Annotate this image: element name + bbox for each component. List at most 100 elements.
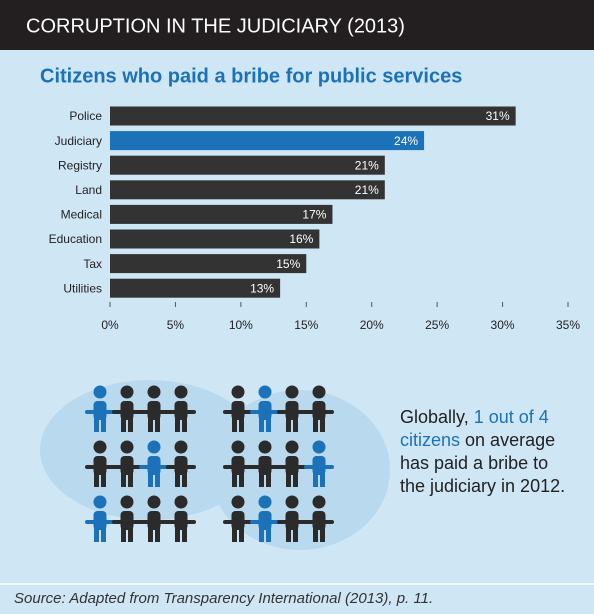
value-label: 13% <box>250 281 274 295</box>
person-body <box>285 511 299 530</box>
header-bar <box>0 0 594 50</box>
person-body <box>174 511 188 530</box>
person-head <box>93 440 107 454</box>
person-leg <box>128 471 133 487</box>
person-leg <box>175 471 180 487</box>
person-body <box>147 511 161 530</box>
value-label: 31% <box>486 109 510 123</box>
person-leg <box>320 416 325 432</box>
person-leg <box>128 416 133 432</box>
person-body <box>147 456 161 475</box>
person-head <box>258 385 272 399</box>
chart-title: CORRUPTION IN THE JUDICIARY (2013) <box>26 15 405 37</box>
bar <box>110 254 307 274</box>
person-leg <box>239 526 244 542</box>
value-label: 15% <box>276 257 300 271</box>
person-head <box>93 495 107 509</box>
person-body <box>120 401 134 420</box>
person-leg <box>266 471 271 487</box>
person-leg <box>155 416 160 432</box>
person-head <box>93 385 107 399</box>
bar <box>110 106 516 126</box>
person-leg <box>293 471 298 487</box>
person-body <box>258 456 272 475</box>
person-body <box>120 511 134 530</box>
x-tick-label: 15% <box>294 318 318 332</box>
y-tick-label: Utilities <box>63 281 102 295</box>
person-head <box>285 385 299 399</box>
person-leg <box>148 416 153 432</box>
person-head <box>174 440 188 454</box>
person-body <box>231 456 245 475</box>
value-label: 21% <box>355 158 379 172</box>
y-tick-label: Judiciary <box>55 134 102 148</box>
person-leg <box>101 416 106 432</box>
callout-text: on average has paid a bribe to the judic… <box>400 430 566 496</box>
person-body <box>312 511 326 530</box>
person-head <box>120 495 134 509</box>
person-body <box>312 456 326 475</box>
person-leg <box>155 526 160 542</box>
person-head <box>147 440 161 454</box>
person-leg <box>182 416 187 432</box>
chart-subtitle: Citizens who paid a bribe for public ser… <box>40 65 462 87</box>
y-tick-label: Land <box>75 183 102 197</box>
person-leg <box>182 526 187 542</box>
person-leg <box>101 471 106 487</box>
person-head <box>312 385 326 399</box>
value-label: 24% <box>394 134 418 148</box>
person-head <box>312 440 326 454</box>
person-body <box>147 401 161 420</box>
person-head <box>147 385 161 399</box>
y-tick-label: Police <box>69 109 102 123</box>
bar <box>110 278 281 298</box>
person-head <box>120 385 134 399</box>
person-leg <box>94 526 99 542</box>
person-leg <box>320 471 325 487</box>
person-leg <box>259 471 264 487</box>
person-leg <box>175 526 180 542</box>
person-leg <box>313 526 318 542</box>
person-head <box>147 495 161 509</box>
person-body <box>258 401 272 420</box>
callout-highlight: 1 out of 4 citizens <box>400 407 549 450</box>
y-tick-label: Education <box>49 232 102 246</box>
person-leg <box>266 416 271 432</box>
person-body <box>93 401 107 420</box>
person-leg <box>232 416 237 432</box>
person-head <box>258 440 272 454</box>
person-leg <box>232 526 237 542</box>
person-body <box>285 456 299 475</box>
person-leg <box>259 526 264 542</box>
person-leg <box>128 526 133 542</box>
x-tick-label: 20% <box>360 318 384 332</box>
person-body <box>174 401 188 420</box>
person-body <box>174 456 188 475</box>
person-leg <box>266 526 271 542</box>
person-body <box>93 456 107 475</box>
person-leg <box>313 471 318 487</box>
person-head <box>120 440 134 454</box>
y-tick-label: Registry <box>58 158 102 172</box>
bar <box>110 180 385 200</box>
person-leg <box>293 416 298 432</box>
bar <box>110 155 385 175</box>
callout: Globally, 1 out of 4 citizens on average… <box>400 406 572 498</box>
person-body <box>285 401 299 420</box>
person-head <box>258 495 272 509</box>
value-label: 16% <box>289 232 313 246</box>
callout-text: Globally, <box>400 407 474 427</box>
person-leg <box>259 416 264 432</box>
person-leg <box>94 416 99 432</box>
person-body <box>312 401 326 420</box>
person-leg <box>320 526 325 542</box>
person-leg <box>148 471 153 487</box>
person-body <box>231 511 245 530</box>
person-leg <box>155 471 160 487</box>
person-leg <box>232 471 237 487</box>
person-leg <box>94 471 99 487</box>
person-leg <box>239 416 244 432</box>
y-tick-label: Tax <box>83 257 102 271</box>
